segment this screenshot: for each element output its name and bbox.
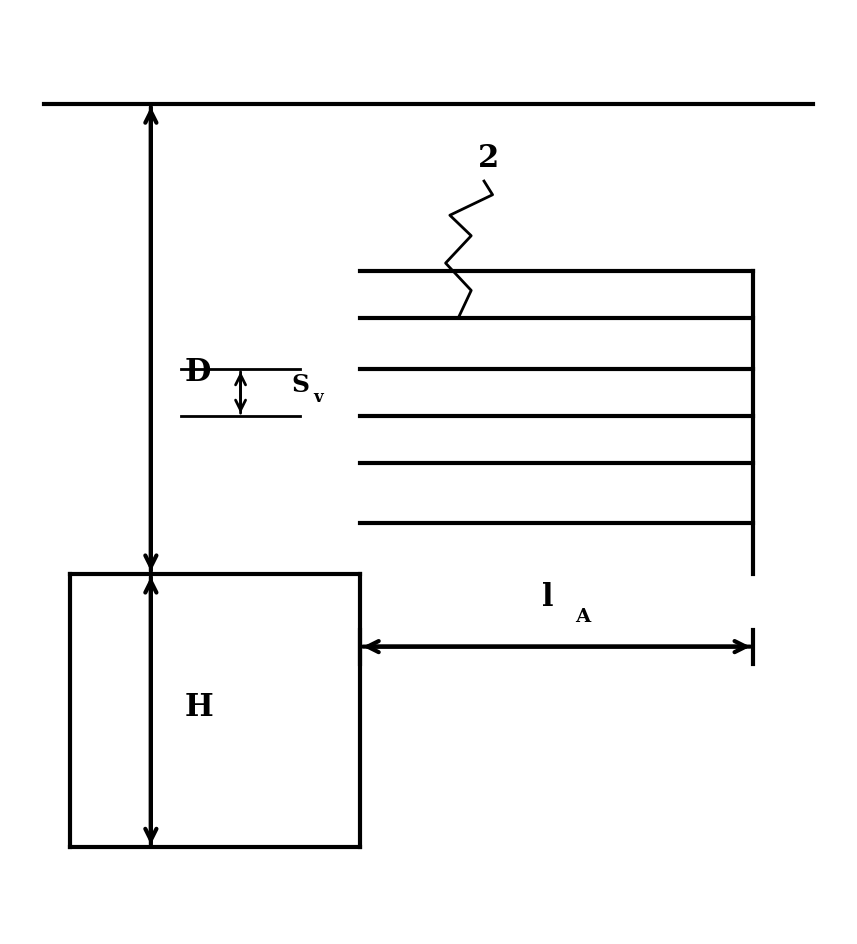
Text: v: v bbox=[313, 389, 323, 406]
Text: H: H bbox=[185, 691, 213, 722]
Text: l: l bbox=[542, 582, 554, 613]
Text: 2: 2 bbox=[477, 143, 499, 174]
Text: S: S bbox=[292, 373, 310, 396]
Text: A: A bbox=[575, 608, 590, 626]
Text: D: D bbox=[185, 356, 212, 387]
